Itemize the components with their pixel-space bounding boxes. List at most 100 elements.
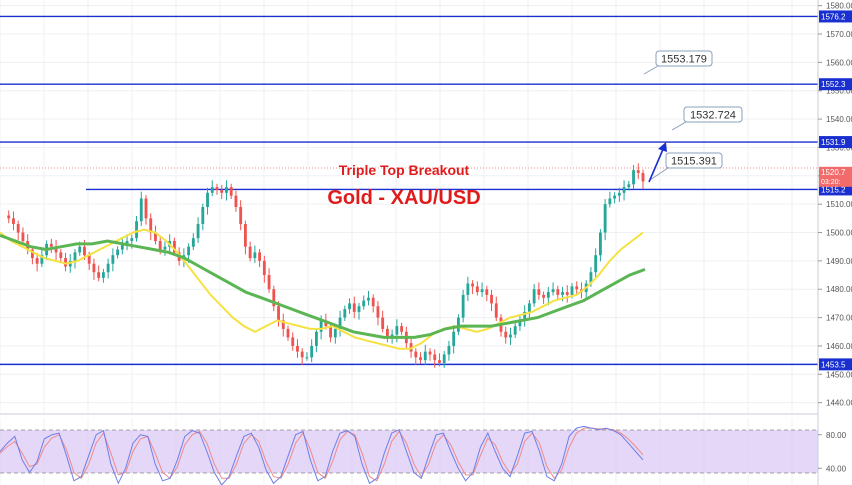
candle-body [210,187,214,193]
candle-body [485,289,489,295]
candle-body [120,243,124,250]
candle-body [21,232,25,242]
candle-body [319,320,323,332]
candle-body [433,354,437,361]
candle-body [466,283,470,295]
axis-tick-label: 1470.00 [826,314,852,323]
candle-body [613,195,617,199]
candle-body [40,255,44,264]
candle-body [551,289,555,293]
candle-body [187,246,191,256]
candle-body [49,243,53,247]
candle-body [234,195,238,207]
callout-label: 1532.724 [690,110,736,122]
callout-label: 1553.179 [661,54,707,66]
candle-body [215,187,219,190]
oscillator-axis: 40.00 80.00 [818,431,847,473]
candle-body [447,345,451,355]
axis-tick-label: 1490.00 [826,257,852,266]
candle-body [385,328,389,338]
chart-title: Gold - XAU/USD [327,187,480,209]
candle-body [333,328,337,338]
callout-pointer [649,167,669,181]
price-grid [0,0,818,414]
candle-body [627,184,631,188]
candle-body [310,345,314,358]
level-price-tag [819,10,852,23]
candle-body [490,294,493,304]
callout-1532: 1532.724 [671,106,743,131]
price-axis-tags: 1576.2 1552.3 1531.9 1515.2 1453.5 1520.7 03:2… [819,10,852,371]
candle-body [513,326,517,335]
candle-body [201,207,205,225]
candle-body [106,263,110,273]
breakout-arrow [648,142,667,183]
candle-body [272,289,276,307]
level-price-label: 1552.3 [821,80,846,89]
candle-body [139,198,143,222]
candle-body [438,360,441,363]
candle-body [206,192,209,207]
candle-body [291,337,295,346]
axis-tick-label: 80.00 [826,431,847,440]
candle-body [348,303,351,310]
candle-body [608,198,612,205]
candle-body [172,241,176,253]
candle-body [286,328,290,338]
candle-body [561,292,564,295]
candle-body [154,232,157,242]
callout-label: 1515.391 [671,156,717,168]
candle-body [570,286,574,295]
candle-body [16,224,20,233]
countdown-label: 03:20: [821,179,841,186]
candle-body [220,189,224,193]
candle-body [428,351,432,355]
candle-body [456,317,460,332]
candle-body [78,246,82,253]
axis-tick-label: 1570.00 [826,30,852,39]
candle-body [324,320,328,327]
candle-body [130,238,134,242]
candle-body [622,187,626,193]
candle-body [243,224,247,247]
candle-body [414,351,418,358]
callout-pointer [643,65,659,75]
candle-body [135,221,138,239]
level-price-label: 1515.2 [821,185,846,194]
arrow-head-icon [658,142,667,152]
candle-body [97,272,101,278]
callout-1553: 1553.179 [643,50,713,75]
candle-body [30,249,34,259]
level-price-label: 1531.9 [821,138,846,147]
oscillator-main-line [0,425,644,485]
candle-body [518,320,522,327]
candle-body [423,351,427,361]
candle-body [357,306,361,312]
candle-body [191,238,195,247]
candle-body [300,351,304,358]
candlestick-series [7,163,645,368]
moving-average-green [0,233,646,339]
candle-body [225,187,228,193]
candle-body [542,294,546,298]
level-price-tag [819,136,852,149]
candle-body [381,317,385,329]
callout-1515: 1515.391 [649,152,723,181]
candle-body [163,246,167,250]
candle-body [116,249,120,256]
candle-body [632,170,635,185]
candle-body [343,309,347,318]
candle-body [125,241,129,244]
candle-body [35,258,39,264]
candle-body [419,357,422,361]
candle-body [267,275,271,290]
candle-body [594,255,598,273]
candle-body [641,172,645,182]
candle-body [329,326,333,338]
candle-body [12,218,15,225]
candle-body [258,252,262,261]
candle-body [111,255,115,264]
candle-body [281,320,285,329]
candle-body [509,334,512,338]
